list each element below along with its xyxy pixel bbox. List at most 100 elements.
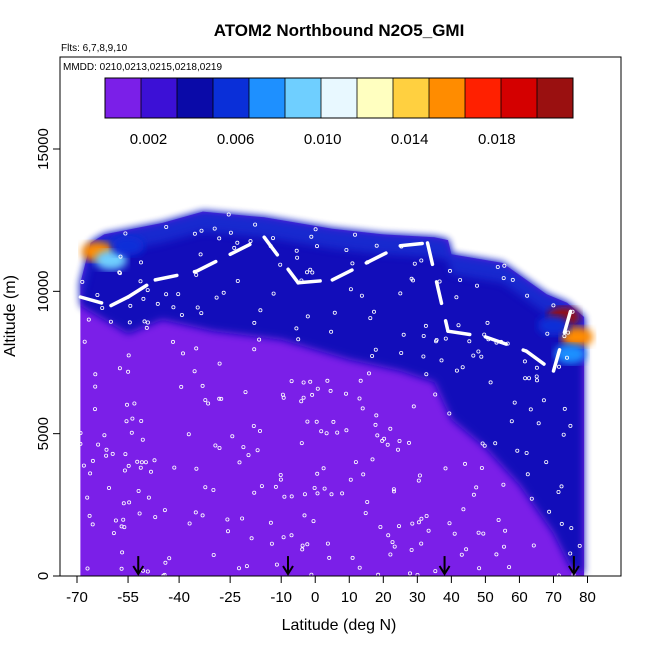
sample-point <box>179 384 184 389</box>
sample-point <box>423 323 428 328</box>
sample-point <box>406 440 411 445</box>
sample-point <box>556 489 561 494</box>
sample-point <box>192 231 197 236</box>
sample-point <box>187 521 192 526</box>
sample-point <box>390 540 395 545</box>
sample-point <box>305 314 310 319</box>
sample-point <box>375 433 380 438</box>
sample-point <box>282 494 287 499</box>
sample-point <box>180 351 185 356</box>
sample-point <box>566 330 571 335</box>
sample-point <box>228 230 233 235</box>
sample-point <box>321 466 326 471</box>
sample-point <box>374 243 379 248</box>
colorbar-swatch <box>285 78 322 118</box>
sample-point <box>299 399 304 404</box>
sample-point <box>78 441 83 446</box>
sample-point <box>246 453 251 458</box>
flight-track-segment <box>126 278 158 299</box>
sample-point <box>373 422 378 427</box>
sample-point <box>128 303 133 308</box>
sample-point <box>118 271 123 276</box>
sample-point <box>401 332 406 337</box>
sample-point <box>271 291 276 296</box>
sample-point <box>391 489 396 494</box>
sample-point <box>305 419 310 424</box>
colorbar-swatch <box>321 78 358 118</box>
sample-point <box>309 234 314 239</box>
sample-point <box>439 358 444 363</box>
sample-point <box>329 492 334 497</box>
sample-point <box>289 494 294 499</box>
sample-point <box>467 339 472 344</box>
flight-track-segment <box>483 335 528 353</box>
x-tick-label: -10 <box>270 589 292 606</box>
sample-point <box>523 376 528 381</box>
sample-point <box>361 472 366 477</box>
sample-point <box>88 471 93 476</box>
sample-point <box>132 401 137 406</box>
sample-point <box>410 521 415 526</box>
sample-point <box>350 261 355 266</box>
sample-point <box>194 272 199 277</box>
sample-point <box>308 379 313 384</box>
sample-point <box>386 533 391 538</box>
sample-point <box>155 301 160 306</box>
sample-point <box>462 461 467 466</box>
sample-point <box>419 541 424 546</box>
sample-point <box>352 232 357 237</box>
flight-track-segment <box>262 235 300 285</box>
sample-point <box>503 528 508 533</box>
flight-track-segment <box>78 295 113 308</box>
sample-point <box>459 552 464 557</box>
sample-point <box>319 429 324 434</box>
sample-point <box>102 433 107 438</box>
sample-point <box>447 521 452 526</box>
sample-point <box>524 450 529 455</box>
sample-point <box>340 491 345 496</box>
sample-point <box>529 496 534 501</box>
sample-point <box>270 236 275 241</box>
sample-point <box>170 339 175 344</box>
sample-point <box>407 571 412 576</box>
sample-point <box>140 437 145 442</box>
sample-point <box>171 305 176 310</box>
sample-point <box>388 552 393 557</box>
sample-point <box>123 452 128 457</box>
sample-point <box>199 228 204 233</box>
sample-point <box>535 378 540 383</box>
sample-point <box>409 548 414 553</box>
sample-point <box>278 477 283 482</box>
sample-point <box>198 252 203 257</box>
sample-point <box>226 212 231 217</box>
sample-point <box>240 516 245 521</box>
sample-point <box>167 556 172 561</box>
sample-point <box>376 572 381 576</box>
sample-point <box>146 495 151 500</box>
sample-point <box>398 291 403 296</box>
sample-point <box>359 293 364 298</box>
sample-point <box>90 522 95 527</box>
sample-point <box>525 293 530 298</box>
sample-point <box>534 365 539 370</box>
sample-point <box>295 255 300 260</box>
sample-point <box>251 423 256 428</box>
sample-point <box>310 270 315 275</box>
upper-blue-region <box>80 211 585 576</box>
sample-point <box>96 442 101 447</box>
colorbar-swatch <box>537 78 574 118</box>
sample-point <box>322 486 327 491</box>
sample-point <box>324 431 329 436</box>
sample-points <box>78 212 582 576</box>
sample-point <box>371 309 376 314</box>
sample-point <box>302 513 307 518</box>
x-tick-label: 0 <box>311 589 319 606</box>
sample-point <box>481 531 486 536</box>
colorbar-swatch <box>393 78 430 118</box>
sample-point <box>119 566 124 571</box>
flight-track <box>78 235 573 373</box>
sample-point <box>162 508 167 513</box>
sample-point <box>236 566 241 571</box>
sample-point <box>153 515 158 520</box>
sample-point <box>374 413 379 418</box>
